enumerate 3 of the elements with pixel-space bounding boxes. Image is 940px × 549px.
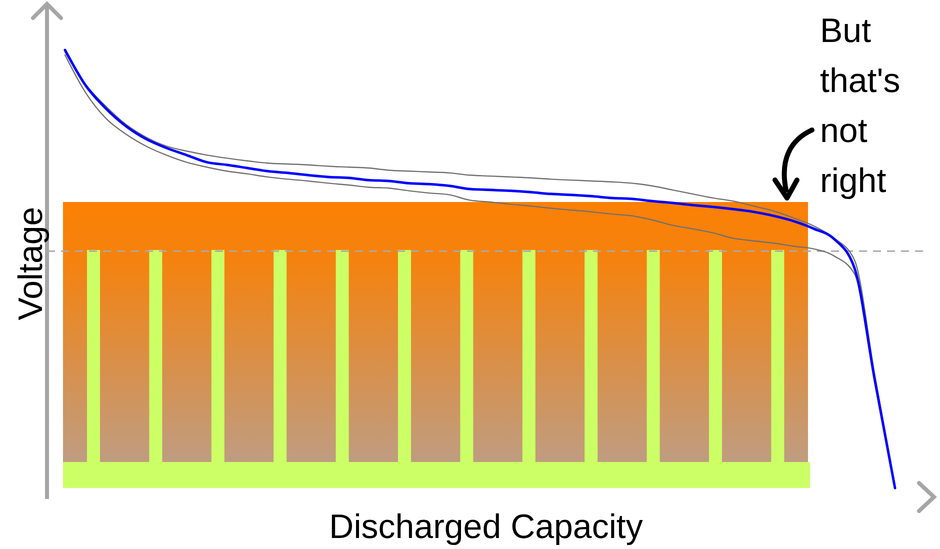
y-axis-title: Voltage [12,206,50,320]
x-axis-title: Discharged Capacity [329,508,643,546]
annotation: But that's not right [820,12,900,200]
